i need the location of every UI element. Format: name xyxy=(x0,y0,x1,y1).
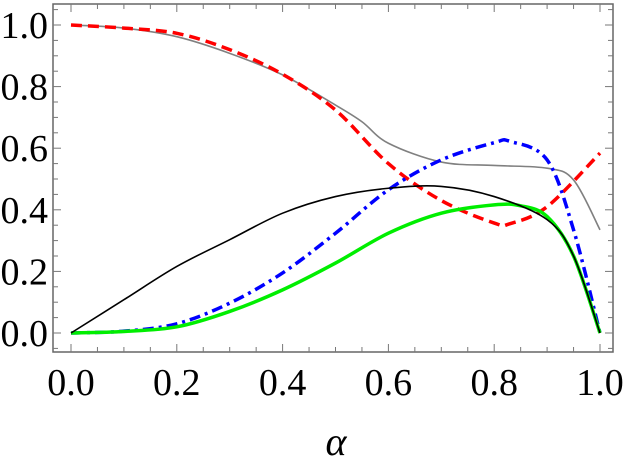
x-tick-label: 0.8 xyxy=(470,362,518,404)
y-tick-label: 0.4 xyxy=(1,190,49,232)
x-tick-label: 1.0 xyxy=(576,362,624,404)
y-tick-label: 0.0 xyxy=(1,313,49,355)
x-tick-label: 0.0 xyxy=(47,362,95,404)
series-line-3 xyxy=(70,137,602,335)
series-line-1 xyxy=(70,24,601,231)
y-tick-label: 0.2 xyxy=(1,251,49,293)
series-line-5 xyxy=(70,185,601,334)
series-line-2 xyxy=(70,23,602,228)
x-tick-label: 0.4 xyxy=(259,362,307,404)
y-tick-label: 1.0 xyxy=(1,5,49,47)
y-tick-label: 0.6 xyxy=(1,128,49,170)
x-axis-label: α xyxy=(326,419,348,464)
x-tick-label: 0.2 xyxy=(153,362,201,404)
plot-frame xyxy=(52,3,614,353)
y-tick-label: 0.8 xyxy=(1,67,49,109)
x-tick-label: 0.6 xyxy=(365,362,413,404)
series-line-4 xyxy=(70,202,602,335)
